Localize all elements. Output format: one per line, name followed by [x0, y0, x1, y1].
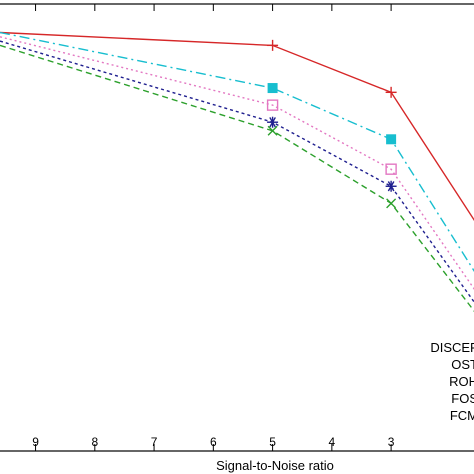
series-point-ost-2: [386, 134, 397, 145]
x-tick-label-2: 7: [151, 435, 158, 449]
series-point-ost-1: [267, 83, 278, 94]
legend: DISCEF OST ROH FOS FCM: [430, 340, 474, 423]
series-line-roh: [0, 36, 474, 290]
legend-entry-roh: ROH: [449, 374, 474, 389]
series-line-discef: [0, 31, 474, 222]
x-tick-label-5: 4: [329, 435, 336, 449]
series-point-fcm-2: [386, 198, 397, 209]
x-tick-label-3: 6: [210, 435, 217, 449]
x-axis: 9 8 7 6 5 4 3: [32, 4, 395, 451]
x-tick-label-4: 5: [269, 435, 276, 449]
series-point-fos-2: [385, 180, 397, 192]
series-point-fcm-1: [267, 125, 278, 136]
series-point-discef-1: [267, 39, 279, 51]
x-axis-label: Signal-to-Noise ratio: [216, 458, 334, 473]
series-point-roh-2: [385, 163, 397, 175]
series-line-fcm: [0, 44, 474, 312]
legend-entry-ost: OST: [451, 357, 474, 372]
series-point-discef-2: [385, 86, 397, 98]
x-tick-label-0: 9: [32, 435, 39, 449]
series-layer: [0, 31, 474, 312]
legend-entry-fos: FOS: [451, 391, 474, 406]
x-tick-label-6: 3: [388, 435, 395, 449]
legend-entry-fcm: FCM: [450, 408, 474, 423]
series-point-fos-1: [267, 116, 279, 128]
series-line-ost: [0, 31, 474, 273]
x-tick-label-1: 8: [91, 435, 98, 449]
series-point-roh-1: [266, 99, 279, 111]
legend-entry-discef: DISCEF: [430, 340, 474, 355]
plot-frame: [0, 3, 474, 452]
